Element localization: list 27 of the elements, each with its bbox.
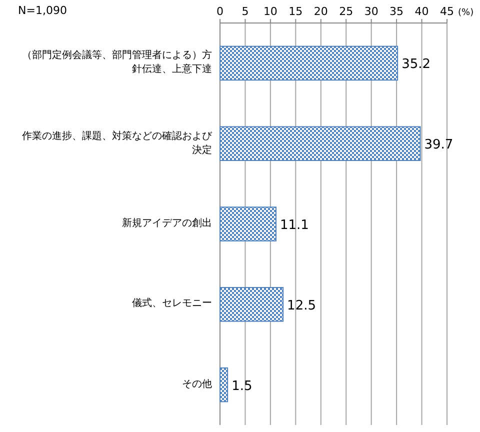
bar (220, 367, 228, 402)
y-tick-label: （部門定例会議等、部門管理者による）方針伝達、上意下達 (22, 49, 212, 78)
y-tick-label: 新規アイデアの創出 (121, 217, 212, 231)
data-label: 35.2 (402, 57, 431, 72)
x-tick-label: 40 (414, 5, 429, 18)
x-tick-label: 25 (339, 5, 354, 18)
y-tick-label: 作業の進捗、課題、対策などの確認および決定 (22, 130, 212, 158)
x-tick-label: 35 (390, 5, 404, 18)
y-tick-label: 儀式、セレモニー (131, 297, 212, 312)
y-tick-label: その他 (181, 378, 212, 392)
x-tick-label: 0 (216, 5, 224, 18)
bar (220, 46, 398, 81)
bar (220, 206, 276, 242)
bar (220, 287, 284, 322)
data-label: 39.7 (424, 138, 454, 153)
data-label: 11.1 (280, 218, 309, 233)
data-label: 1.5 (232, 378, 252, 394)
x-tick-label: 30 (364, 5, 378, 18)
x-tick-label: 45 (440, 5, 454, 18)
x-axis-title: (%) (458, 8, 474, 18)
data-label: 12.5 (287, 298, 316, 314)
x-tick-label: 15 (288, 5, 303, 18)
text: N=1,090 (18, 4, 67, 17)
x-tick-label: 5 (242, 5, 249, 18)
x-tick-label: 10 (263, 5, 278, 18)
bar (220, 126, 421, 161)
x-tick-label: 20 (314, 5, 328, 18)
